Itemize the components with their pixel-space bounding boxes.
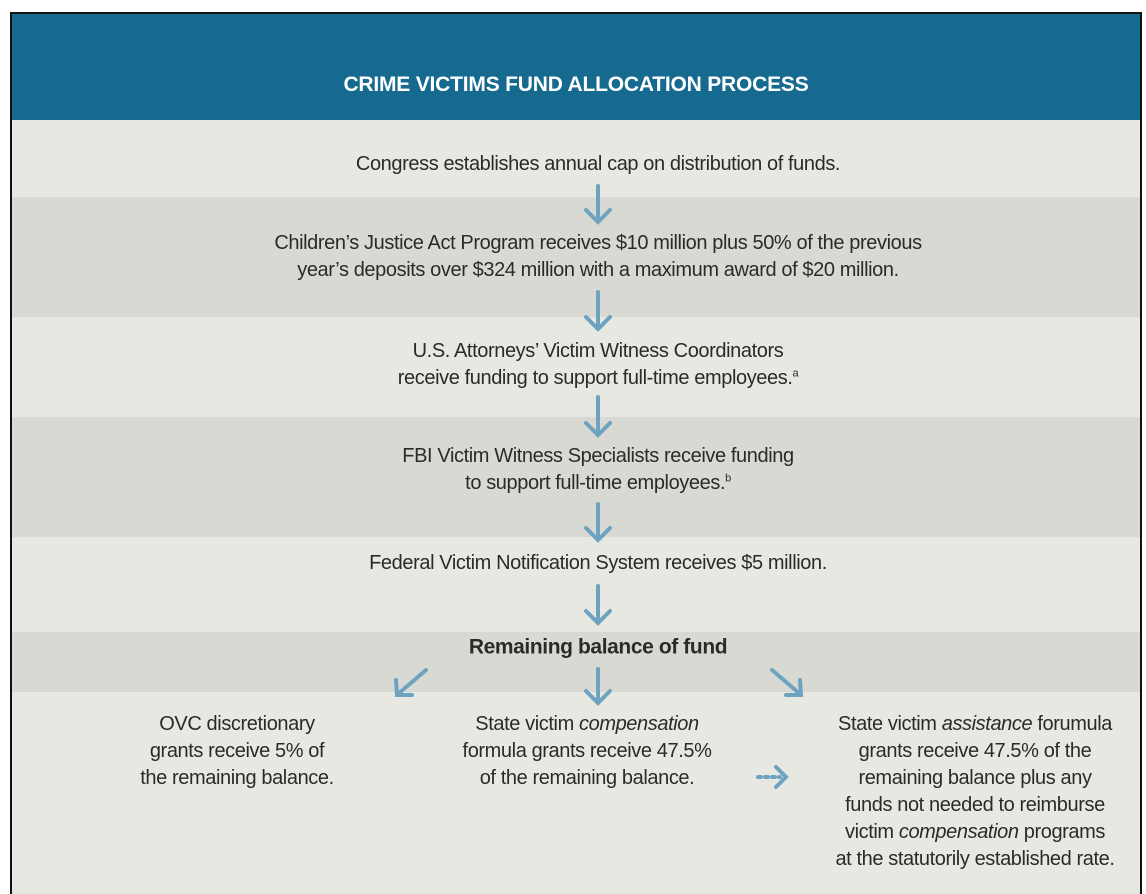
arrow xyxy=(584,184,612,225)
text-line: State victim assistance forumula xyxy=(838,714,1112,734)
text-line: remaining balance plus any xyxy=(858,768,1091,788)
text: funds not needed to reimburse xyxy=(845,794,1105,816)
emphasis: compensation xyxy=(578,713,699,735)
arrow xyxy=(584,502,612,543)
text: receive funding to support full-time emp… xyxy=(397,367,793,389)
text-line: FBI Victim Witness Specialists receive f… xyxy=(402,445,794,467)
text-line: grants receive 47.5% of the xyxy=(859,741,1092,761)
text: forumula xyxy=(1032,713,1112,735)
emphasis: assistance xyxy=(941,713,1033,735)
text: year’s deposits over $324 million with a… xyxy=(297,259,899,281)
text: formula grants receive 47.5% xyxy=(462,740,712,762)
band xyxy=(12,417,1140,537)
text: Congress establishes annual cap on distr… xyxy=(355,153,841,175)
text-line: of the remaining balance. xyxy=(480,768,695,788)
text: OVC discretionary xyxy=(159,713,315,735)
text: victim xyxy=(844,821,899,843)
footnote-mark: a xyxy=(792,367,799,380)
text-line: Federal Victim Notification System recei… xyxy=(369,553,827,573)
text: State victim xyxy=(838,713,942,735)
text-line: OVC discretionary xyxy=(159,713,315,735)
text-line: U.S. Attorneys’ Victim Witness Coordinat… xyxy=(413,341,784,361)
text-line: victim compensation programs xyxy=(845,822,1105,842)
text: programs xyxy=(1018,821,1106,843)
text: grants receive 5% of xyxy=(149,740,325,762)
text: the remaining balance. xyxy=(140,767,334,789)
band xyxy=(12,632,1140,692)
text-line: State victim compensation xyxy=(475,713,699,735)
arrow xyxy=(584,395,612,438)
text-line: receive funding to support full-time emp… xyxy=(397,367,799,389)
text: remaining balance plus any xyxy=(858,767,1092,789)
arrow xyxy=(584,290,612,332)
text: Federal Victim Notification System recei… xyxy=(369,552,827,574)
text: at the statutorily established rate. xyxy=(835,848,1115,870)
text: FBI Victim Witness Specialists receive f… xyxy=(402,445,794,467)
text: Children’s Justice Act Program receives … xyxy=(274,232,922,254)
arrow xyxy=(584,584,612,626)
title: CRIME VICTIMS FUND ALLOCATION PROCESS xyxy=(343,73,809,96)
arrow xyxy=(394,668,428,697)
footnote-mark: b xyxy=(725,472,731,485)
text: grants receive 47.5% of the xyxy=(858,740,1092,762)
emphasis: compensation xyxy=(898,821,1019,843)
text: U.S. Attorneys’ Victim Witness Coordinat… xyxy=(412,340,784,362)
dotted-arrow xyxy=(756,765,789,789)
text: State victim xyxy=(475,713,579,735)
header-band xyxy=(12,14,1140,120)
band xyxy=(12,197,1140,317)
text: of the remaining balance. xyxy=(479,767,695,789)
text-line: at the statutorily established rate. xyxy=(835,848,1115,870)
text-line: year’s deposits over $324 million with a… xyxy=(297,260,899,280)
text-line: the remaining balance. xyxy=(140,768,334,788)
arrow xyxy=(770,668,804,697)
text-line: grants receive 5% of xyxy=(149,740,325,762)
text-line: Children’s Justice Act Program receives … xyxy=(274,232,922,254)
text-line: funds not needed to reimburse xyxy=(845,795,1105,815)
text-line: formula grants receive 47.5% xyxy=(463,741,712,761)
text: to support full-time employees. xyxy=(465,472,726,494)
diagram-box: CRIME VICTIMS FUND ALLOCATION PROCESS Co… xyxy=(10,12,1142,894)
text-line: to support full-time employees.b xyxy=(465,473,731,493)
balance-label: Remaining balance of fund xyxy=(468,635,728,659)
text-line: Congress establishes annual cap on distr… xyxy=(355,153,841,175)
arrows xyxy=(394,184,804,789)
arrow xyxy=(584,667,612,706)
